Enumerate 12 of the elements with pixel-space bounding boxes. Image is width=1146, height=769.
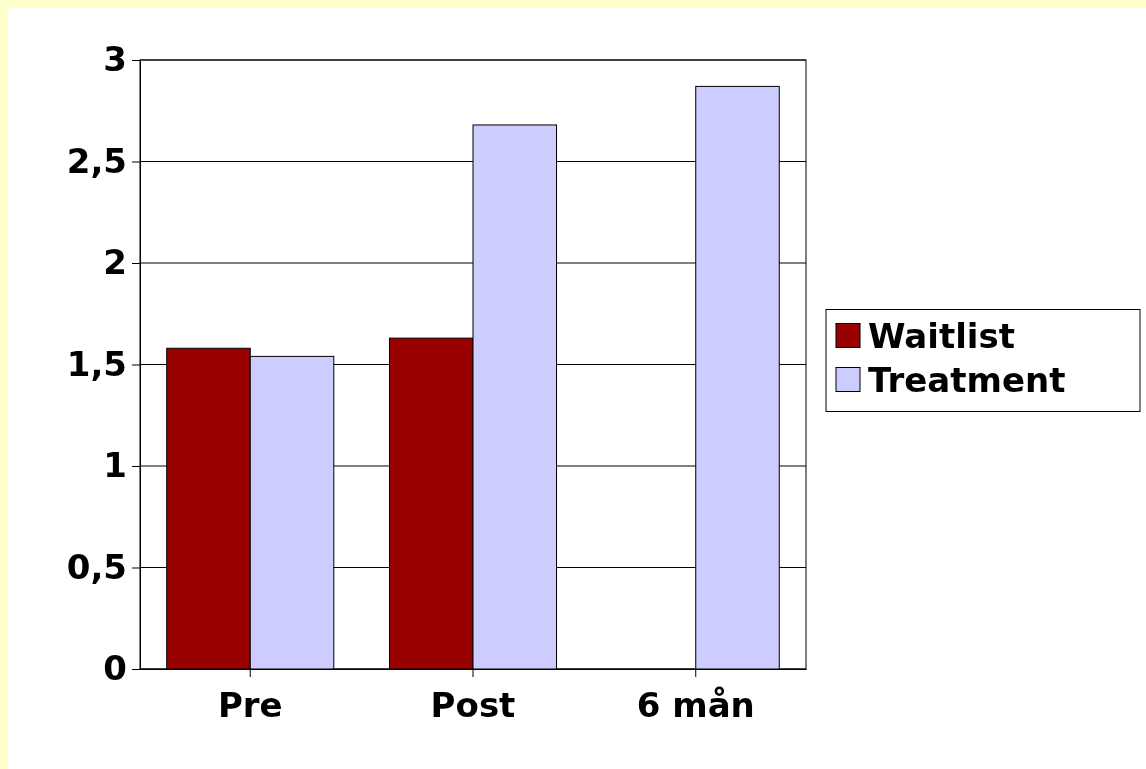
y-tick-label: 1: [103, 445, 127, 486]
legend-label: Treatment: [868, 359, 1066, 400]
y-tick-label: 2,5: [66, 140, 127, 181]
x-tick-label: Post: [430, 685, 516, 726]
x-tick-label: 6 mån: [636, 685, 755, 726]
legend-label: Waitlist: [868, 315, 1015, 356]
y-tick-label: 2: [103, 242, 127, 283]
x-tick-label: Pre: [217, 685, 283, 726]
y-tick-label: 3: [103, 39, 127, 80]
y-tick-label: 1,5: [66, 343, 127, 384]
y-tick-label: 0: [103, 648, 127, 689]
y-tick-label: 0,5: [66, 546, 127, 587]
